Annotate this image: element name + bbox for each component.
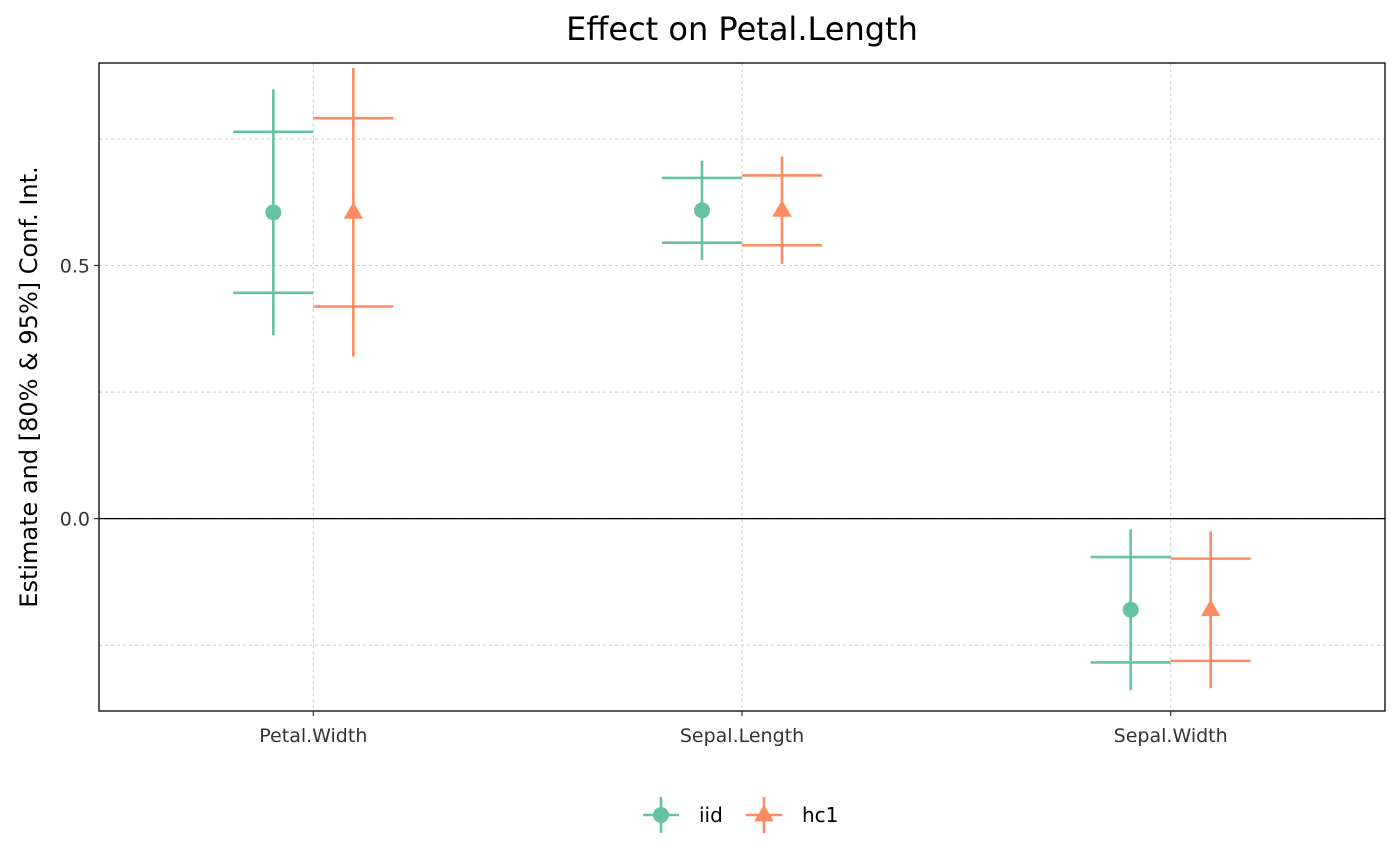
point-estimate-triangle: [343, 201, 364, 219]
y-axis-label: Estimate and [80% & 95%] Conf. Int.: [15, 166, 43, 607]
point-estimate-triangle: [1200, 599, 1221, 617]
plot-marks: [233, 68, 1251, 691]
errorbar-hc1: [742, 156, 822, 264]
legend-item-iid: iid: [643, 797, 723, 833]
grid-lines: [99, 63, 1385, 711]
errorbar-hc1: [313, 68, 394, 357]
errorbar-iid: [662, 160, 742, 260]
x-tick-label: Petal.Width: [259, 725, 367, 747]
errorbar-hc1: [1170, 531, 1251, 689]
point-estimate-circle: [265, 204, 282, 221]
x-tick-label: Sepal.Width: [1114, 725, 1228, 747]
legend: iid hc1: [643, 797, 838, 833]
point-estimate-circle: [1122, 601, 1139, 618]
y-axis-ticks: 0.0 0.5: [60, 256, 99, 531]
point-estimate-circle: [694, 202, 710, 219]
legend-item-hc1: hc1: [746, 797, 838, 833]
legend-label: iid: [699, 803, 723, 827]
point-estimate-triangle: [772, 199, 792, 217]
x-axis-ticks: Petal.Width Sepal.Length Sepal.Width: [259, 711, 1228, 747]
legend-label: hc1: [802, 803, 838, 827]
chart-title: Effect on Petal.Length: [566, 10, 918, 48]
point-estimate-circle: [653, 807, 669, 823]
x-tick-label: Sepal.Length: [680, 725, 804, 747]
y-tick-label: 0.5: [60, 256, 90, 278]
point-estimate-triangle: [754, 804, 774, 822]
errorbar-iid: [233, 89, 314, 336]
errorbar-iid: [1090, 529, 1171, 691]
y-tick-label: 0.0: [60, 509, 90, 531]
